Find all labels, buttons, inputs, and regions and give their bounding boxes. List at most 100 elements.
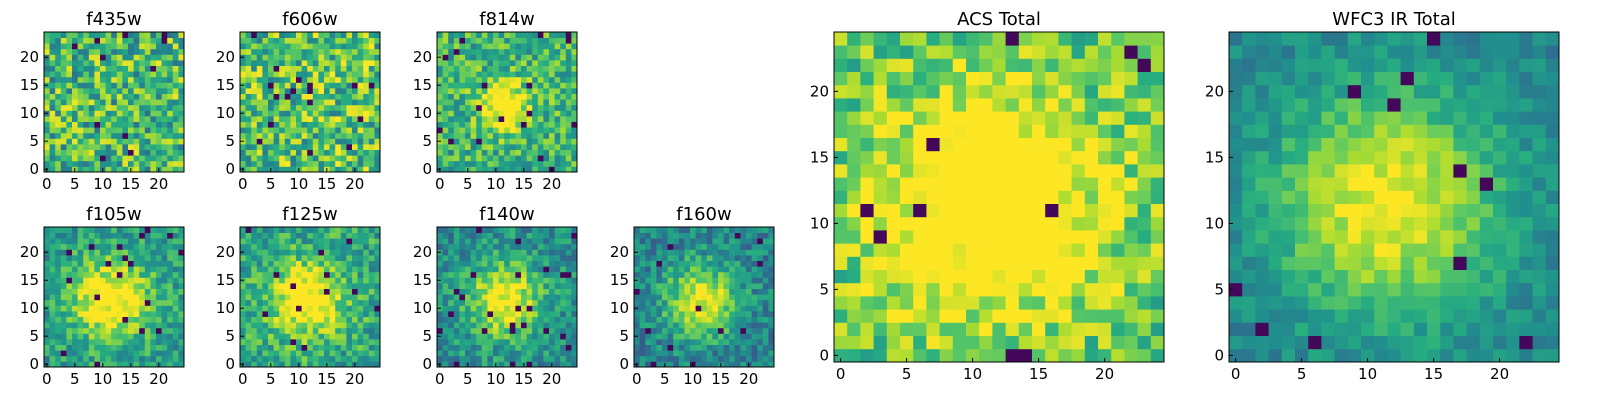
pixel-f814w-1-17 <box>442 71 449 78</box>
pixel-f435w-4-14 <box>66 88 73 94</box>
pixel-f814w-8-6 <box>481 132 488 139</box>
pixel-f140w-0-11 <box>437 299 443 306</box>
pixel-f125w-16-16 <box>329 271 336 278</box>
pixel-f606w-1-22 <box>245 43 252 50</box>
pixel-f160w-12-23 <box>701 232 708 239</box>
pixel-f140w-1-9 <box>442 311 449 317</box>
pixel-f435w-6-10 <box>77 110 84 117</box>
pixel-f105w-22-8 <box>167 316 174 323</box>
pixel-acs-total-12-17 <box>992 124 1006 138</box>
pixel-f435w-3-12 <box>60 99 67 106</box>
pixel-f606w-2-5 <box>251 138 258 145</box>
pixel-f160w-14-9 <box>712 311 719 317</box>
pixel-f125w-18-2 <box>340 350 347 357</box>
panel-title-acs-total: ACS Total <box>957 9 1041 30</box>
pixel-acs-total-5-2 <box>900 322 914 336</box>
pixel-f435w-22-20 <box>167 54 174 61</box>
pixel-f140w-22-0 <box>560 361 567 368</box>
pixel-f606w-10-18 <box>296 65 302 72</box>
pixel-acs-total-22-6 <box>1124 269 1138 284</box>
pixel-f814w-15-22 <box>521 43 527 50</box>
pixel-f160w-1-10 <box>639 305 646 312</box>
pixel-f140w-4-24 <box>459 227 466 233</box>
pixel-f160w-22-19 <box>757 255 764 261</box>
pixel-f160w-6-11 <box>667 299 674 306</box>
pixel-f140w-14-5 <box>515 333 522 340</box>
pixel-f105w-13-2 <box>116 350 123 357</box>
pixel-acs-total-6-4 <box>913 296 927 310</box>
pixel-f105w-15-13 <box>128 288 134 295</box>
pixel-f105w-13-0 <box>116 361 123 368</box>
pixel-f606w-18-20 <box>340 54 347 61</box>
pixel-f160w-2-4 <box>645 339 652 345</box>
pixel-f125w-24-22 <box>374 238 381 245</box>
pixel-f125w-3-7 <box>256 322 263 329</box>
pixel-f606w-12-6 <box>307 132 314 139</box>
pixel-f606w-4-8 <box>262 121 269 128</box>
pixel-f606w-14-13 <box>318 93 325 100</box>
pixel-f125w-23-5 <box>368 333 375 340</box>
pixel-f140w-4-18 <box>459 260 466 267</box>
pixel-f814w-10-11 <box>493 104 499 111</box>
pixel-f105w-19-6 <box>150 327 157 334</box>
pixel-f606w-21-12 <box>357 99 364 106</box>
pixel-f435w-0-8 <box>44 121 50 128</box>
pixel-f125w-21-0 <box>357 361 364 368</box>
pixel-f160w-13-3 <box>706 344 713 351</box>
pixel-f606w-21-13 <box>357 93 364 100</box>
pixel-f140w-1-21 <box>442 243 449 250</box>
pixel-f435w-13-14 <box>116 88 123 94</box>
pixel-f125w-15-14 <box>324 283 330 289</box>
pixel-f435w-19-4 <box>150 144 157 150</box>
pixel-f814w-24-23 <box>571 37 578 44</box>
pixel-f606w-3-10 <box>256 110 263 117</box>
pixel-f140w-19-24 <box>543 227 550 233</box>
pixel-f160w-5-14 <box>662 283 668 289</box>
pixel-f606w-9-4 <box>290 144 297 150</box>
pixel-f814w-21-16 <box>554 76 561 83</box>
pixel-f814w-23-19 <box>565 60 572 66</box>
pixel-f125w-2-7 <box>251 322 258 329</box>
pixel-f105w-12-16 <box>111 271 118 278</box>
pixel-acs-total-16-13 <box>1045 177 1059 191</box>
pixel-f606w-0-7 <box>240 127 246 134</box>
pixel-f606w-18-13 <box>340 93 347 100</box>
pixel-f160w-0-21 <box>634 243 640 250</box>
pixel-f606w-13-23 <box>312 37 319 44</box>
pixel-f814w-14-6 <box>515 132 522 139</box>
pixel-f105w-11-13 <box>105 288 112 295</box>
pixel-f105w-7-20 <box>83 249 90 256</box>
pixel-f105w-15-12 <box>128 294 134 301</box>
pixel-f606w-10-1 <box>296 160 302 167</box>
pixel-acs-total-4-3 <box>886 309 901 323</box>
pixel-f105w-22-7 <box>167 322 174 329</box>
pixel-f435w-11-10 <box>105 110 112 117</box>
pixel-f140w-6-16 <box>470 271 477 278</box>
pixel-f125w-11-1 <box>301 355 308 362</box>
pixel-f105w-22-3 <box>167 344 174 351</box>
pixel-f814w-22-11 <box>560 104 567 111</box>
pixel-f606w-16-15 <box>329 82 336 89</box>
pixel-f435w-14-18 <box>122 65 129 72</box>
pixel-f105w-4-23 <box>66 232 73 239</box>
pixel-f606w-17-1 <box>335 160 342 167</box>
pixel-acs-total-1-17 <box>847 124 861 138</box>
pixel-f606w-18-9 <box>340 116 347 122</box>
pixel-f105w-2-14 <box>55 283 62 289</box>
pixel-f606w-24-20 <box>374 54 381 61</box>
pixel-f814w-6-20 <box>470 54 477 61</box>
pixel-f814w-11-2 <box>498 155 505 162</box>
pixel-f435w-21-20 <box>161 54 168 61</box>
pixel-acs-total-20-13 <box>1098 177 1112 191</box>
pixel-f125w-23-17 <box>368 266 375 273</box>
pixel-f435w-6-16 <box>77 76 84 83</box>
pixel-f140w-10-16 <box>493 271 499 278</box>
pixel-f435w-23-6 <box>172 132 179 139</box>
pixel-f125w-12-13 <box>307 288 314 295</box>
pixel-f606w-19-21 <box>346 48 353 55</box>
pixel-f140w-2-3 <box>448 344 455 351</box>
pixel-f160w-4-1 <box>656 355 663 362</box>
pixel-f606w-10-11 <box>296 104 302 111</box>
pixel-f814w-8-5 <box>481 138 488 145</box>
